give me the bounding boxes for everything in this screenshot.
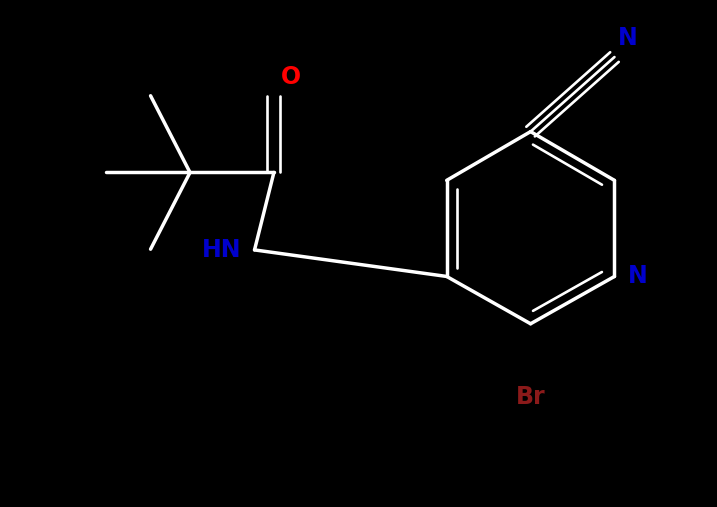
- Text: O: O: [281, 64, 301, 89]
- Text: N: N: [618, 26, 638, 50]
- Text: Br: Br: [516, 385, 546, 409]
- Text: HN: HN: [202, 238, 242, 262]
- Text: N: N: [627, 265, 647, 288]
